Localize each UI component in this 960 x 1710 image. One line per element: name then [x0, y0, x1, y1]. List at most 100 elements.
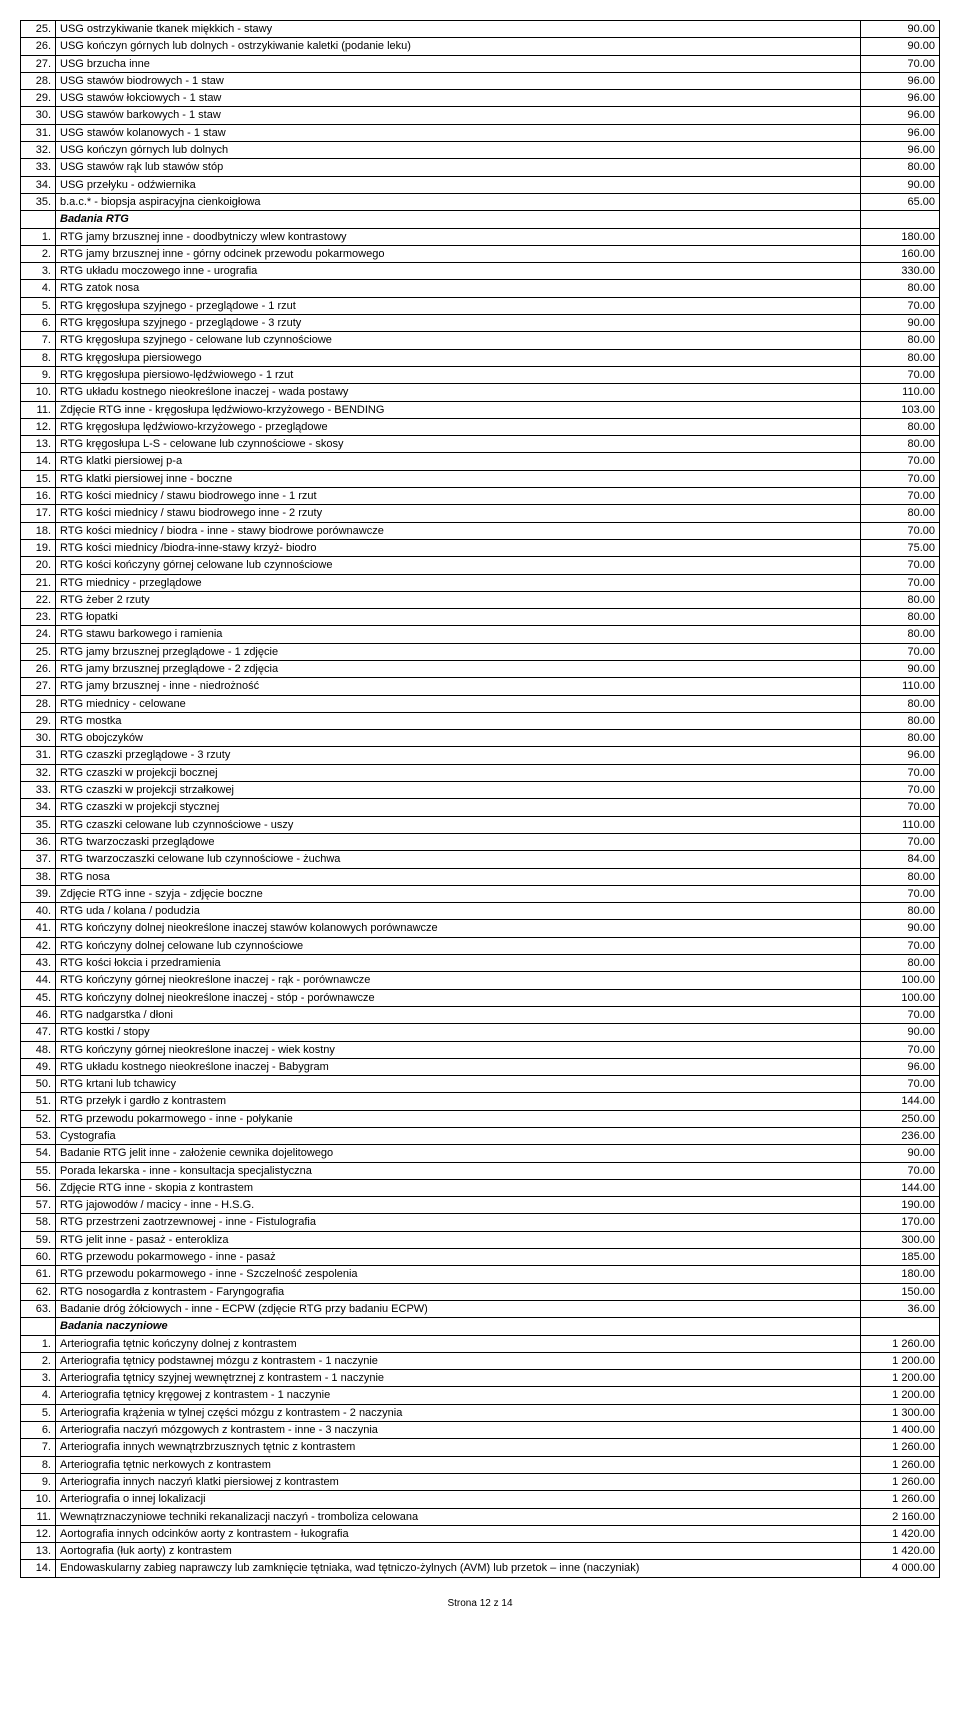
row-description: RTG jajowodów / macicy - inne - H.S.G.: [56, 1197, 861, 1214]
row-number: 33.: [21, 782, 56, 799]
row-number: 38.: [21, 868, 56, 885]
row-description: RTG układu kostnego nieokreślone inaczej…: [56, 384, 861, 401]
row-number: 55.: [21, 1162, 56, 1179]
row-number: 16.: [21, 488, 56, 505]
row-description: RTG nadgarstka / dłoni: [56, 1006, 861, 1023]
row-number: 61.: [21, 1266, 56, 1283]
row-description: RTG kości miednicy / stawu biodrowego in…: [56, 488, 861, 505]
row-price: 70.00: [861, 55, 940, 72]
table-row: 49.RTG układu kostnego nieokreślone inac…: [21, 1058, 940, 1075]
row-description: RTG czaszki w projekcji bocznej: [56, 764, 861, 781]
row-description: RTG czaszki celowane lub czynnościowe - …: [56, 816, 861, 833]
row-description: Zdjęcie RTG inne - skopia z kontrastem: [56, 1179, 861, 1196]
row-price: 90.00: [861, 176, 940, 193]
row-description: USG ostrzykiwanie tkanek miękkich - staw…: [56, 21, 861, 38]
row-description: Arteriografia tętnicy kręgowej z kontras…: [56, 1387, 861, 1404]
row-description: Arteriografia krążenia w tylnej części m…: [56, 1404, 861, 1421]
row-number: 28.: [21, 72, 56, 89]
table-row: 44.RTG kończyny górnej nieokreślone inac…: [21, 972, 940, 989]
row-price: 70.00: [861, 557, 940, 574]
row-number: 2.: [21, 245, 56, 262]
table-row: 43.RTG kości łokcia i przedramienia80.00: [21, 955, 940, 972]
section-header: Badania RTG: [56, 211, 861, 228]
row-price: 103.00: [861, 401, 940, 418]
row-price: 110.00: [861, 816, 940, 833]
row-number: 1.: [21, 228, 56, 245]
row-number: 7.: [21, 1439, 56, 1456]
table-row: 62.RTG nosogardła z kontrastem - Faryngo…: [21, 1283, 940, 1300]
table-row: 39.Zdjęcie RTG inne - szyja - zdjęcie bo…: [21, 885, 940, 902]
row-description: RTG obojczyków: [56, 730, 861, 747]
row-price: 80.00: [861, 280, 940, 297]
table-row: 10.Arteriografia o innej lokalizacji1 26…: [21, 1491, 940, 1508]
row-price: 2 160.00: [861, 1508, 940, 1525]
row-description: RTG łopatki: [56, 609, 861, 626]
table-row: 7.Arteriografia innych wewnątrzbrzusznyc…: [21, 1439, 940, 1456]
row-price: 70.00: [861, 1006, 940, 1023]
table-row: 6.RTG kręgosłupa szyjnego - przeglądowe …: [21, 315, 940, 332]
row-description: Badanie dróg żółciowych - inne - ECPW (z…: [56, 1300, 861, 1317]
row-description: USG kończyn górnych lub dolnych - ostrzy…: [56, 38, 861, 55]
row-number: 19.: [21, 539, 56, 556]
row-description: Cystografia: [56, 1128, 861, 1145]
table-row: 36.RTG twarzoczaski przeglądowe70.00: [21, 833, 940, 850]
row-number: 1.: [21, 1335, 56, 1352]
row-number: 6.: [21, 315, 56, 332]
row-description: Arteriografia o innej lokalizacji: [56, 1491, 861, 1508]
row-number: 33.: [21, 159, 56, 176]
row-description: Arteriografia tętnicy szyjnej wewnętrzne…: [56, 1370, 861, 1387]
row-price: 96.00: [861, 107, 940, 124]
table-row: 48.RTG kończyny górnej nieokreślone inac…: [21, 1041, 940, 1058]
row-number: 15.: [21, 470, 56, 487]
row-description: Arteriografia tętnic kończyny dolnej z k…: [56, 1335, 861, 1352]
table-row: 33.USG stawów rąk lub stawów stóp80.00: [21, 159, 940, 176]
table-row: 12.Aortografia innych odcinków aorty z k…: [21, 1525, 940, 1542]
row-number: 21.: [21, 574, 56, 591]
row-price: 144.00: [861, 1093, 940, 1110]
row-number: 14.: [21, 453, 56, 470]
row-number: 30.: [21, 730, 56, 747]
row-price: 180.00: [861, 1266, 940, 1283]
row-number: 50.: [21, 1076, 56, 1093]
table-row: Badania RTG: [21, 211, 940, 228]
row-price: 110.00: [861, 678, 940, 695]
row-description: RTG jamy brzusznej inne - górny odcinek …: [56, 245, 861, 262]
row-description: USG stawów biodrowych - 1 staw: [56, 72, 861, 89]
row-price: 1 260.00: [861, 1439, 940, 1456]
row-number: 17.: [21, 505, 56, 522]
row-price: 80.00: [861, 903, 940, 920]
row-price: 96.00: [861, 1058, 940, 1075]
row-number: 18.: [21, 522, 56, 539]
table-row: 1.Arteriografia tętnic kończyny dolnej z…: [21, 1335, 940, 1352]
row-price: 80.00: [861, 436, 940, 453]
row-price: 90.00: [861, 315, 940, 332]
row-number: 10.: [21, 1491, 56, 1508]
row-price: 70.00: [861, 470, 940, 487]
row-description: RTG żeber 2 rzuty: [56, 591, 861, 608]
row-description: RTG jamy brzusznej inne - doodbytniczy w…: [56, 228, 861, 245]
row-price: 70.00: [861, 643, 940, 660]
row-price: 100.00: [861, 989, 940, 1006]
row-price: 80.00: [861, 418, 940, 435]
row-description: USG stawów łokciowych - 1 staw: [56, 90, 861, 107]
row-price: 80.00: [861, 609, 940, 626]
row-description: RTG uda / kolana / podudzia: [56, 903, 861, 920]
row-description: Aortografia (łuk aorty) z kontrastem: [56, 1543, 861, 1560]
row-number: 52.: [21, 1110, 56, 1127]
row-description: Endowaskularny zabieg naprawczy lub zamk…: [56, 1560, 861, 1577]
row-number: 9.: [21, 1473, 56, 1490]
row-description: RTG kości kończyny górnej celowane lub c…: [56, 557, 861, 574]
row-number: 35.: [21, 816, 56, 833]
table-row: 61.RTG przewodu pokarmowego - inne - Szc…: [21, 1266, 940, 1283]
row-price: 1 200.00: [861, 1352, 940, 1369]
row-description: RTG zatok nosa: [56, 280, 861, 297]
table-row: 8.RTG kręgosłupa piersiowego80.00: [21, 349, 940, 366]
row-description: Wewnątrznaczyniowe techniki rekanalizacj…: [56, 1508, 861, 1525]
table-row: Badania naczyniowe: [21, 1318, 940, 1335]
row-number: 54.: [21, 1145, 56, 1162]
row-price: 70.00: [861, 799, 940, 816]
table-row: 32.RTG czaszki w projekcji bocznej70.00: [21, 764, 940, 781]
row-description: RTG mostka: [56, 712, 861, 729]
row-price: 70.00: [861, 885, 940, 902]
table-row: 5.RTG kręgosłupa szyjnego - przeglądowe …: [21, 297, 940, 314]
